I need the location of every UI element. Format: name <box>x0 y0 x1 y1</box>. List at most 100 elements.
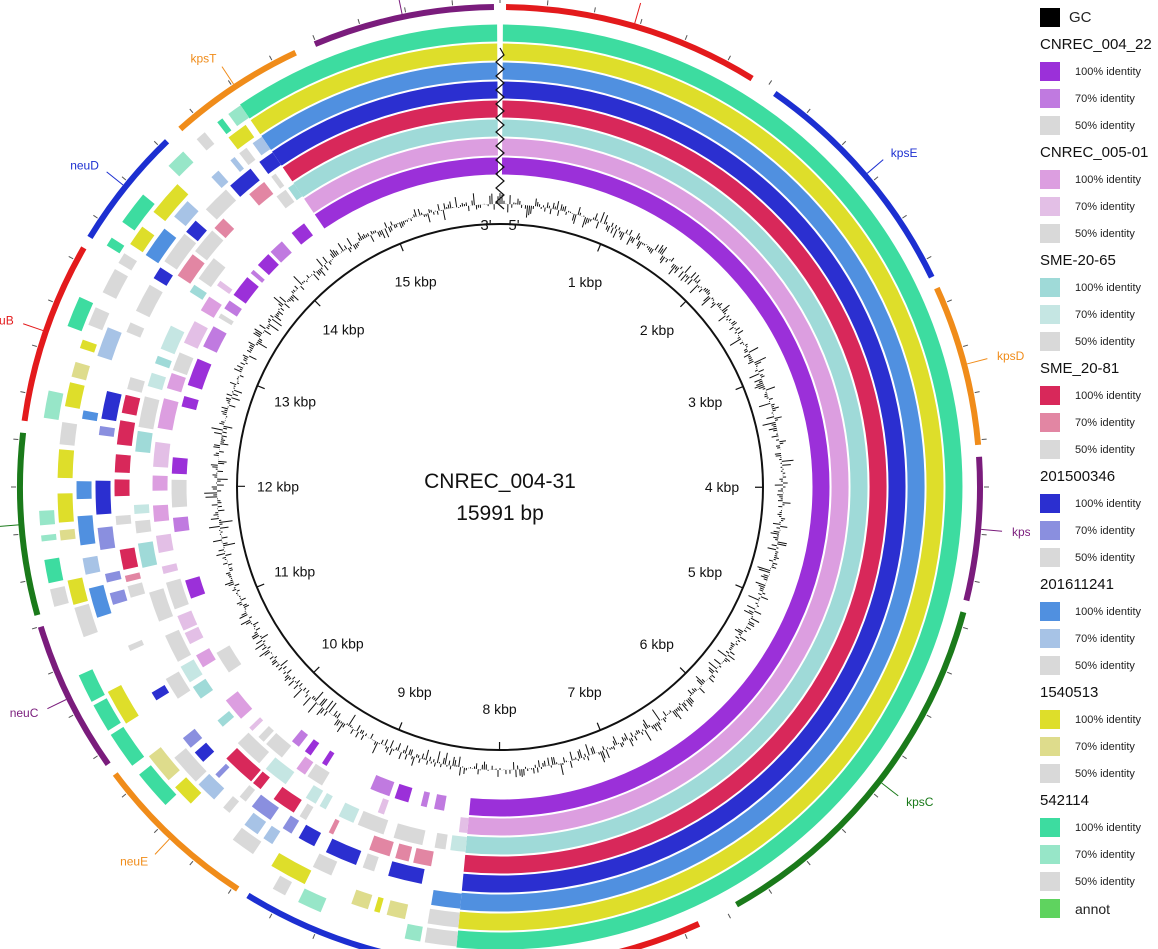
gene-label-kpst: kpsT <box>190 51 217 65</box>
legend-identity-label: 70% identity <box>1075 848 1135 861</box>
outer-tick <box>68 714 74 718</box>
identity-ring-5 <box>461 81 906 893</box>
identity-block <box>116 420 136 447</box>
identity-block <box>272 875 293 896</box>
gene-label-kpsd: kpsD <box>997 349 1025 363</box>
identity-block <box>137 541 158 568</box>
identity-block <box>224 300 242 317</box>
identity-block <box>215 763 230 779</box>
gene-label-neue: neuE <box>120 855 148 869</box>
legend-group-title: CNREC_004_22 <box>1040 36 1152 53</box>
identity-block <box>291 223 314 245</box>
outer-tick <box>902 755 907 760</box>
identity-block <box>82 555 101 575</box>
identity-block <box>157 398 179 431</box>
identity-block <box>258 726 274 742</box>
identity-block <box>44 557 64 584</box>
axis-tick <box>399 243 404 252</box>
outer-tick <box>727 913 731 919</box>
identity-block <box>288 183 303 201</box>
identity-block <box>253 771 270 790</box>
legend-annot-label: annot <box>1075 900 1111 917</box>
legend-row: 70% identity <box>1040 409 1158 436</box>
identity-block <box>119 547 139 570</box>
identity-ring-5-top <box>272 81 498 166</box>
identity-block <box>259 152 282 174</box>
identity-block <box>174 748 207 782</box>
legend-identity-label: 100% identity <box>1075 605 1142 618</box>
outer-tick <box>269 913 273 919</box>
axis-label: 8 kbp <box>482 701 516 717</box>
gene-leader-line <box>881 782 899 797</box>
identity-ring-7-top <box>250 43 498 135</box>
identity-block <box>88 584 112 618</box>
legend-swatch <box>1040 548 1060 567</box>
outer-tick <box>841 828 847 834</box>
gene-arc-neud <box>87 139 170 240</box>
identity-block <box>165 671 191 699</box>
outer-tick <box>227 889 232 894</box>
identity-block <box>153 267 173 286</box>
identity-block <box>151 684 170 701</box>
identity-block <box>122 194 155 231</box>
identity-block <box>271 173 285 189</box>
identity-block <box>263 825 281 845</box>
gene-annotation-ring <box>17 4 983 949</box>
legend-row: 50% identity <box>1040 868 1158 895</box>
identity-block <box>424 927 459 947</box>
identity-block <box>404 923 423 942</box>
origin-zigzag <box>495 47 505 210</box>
identity-block <box>194 742 215 762</box>
legend-swatch <box>1040 170 1060 189</box>
outer-tick <box>93 214 98 219</box>
legend-group-title: 201500346 <box>1040 468 1116 485</box>
legend-identity-label: 100% identity <box>1075 497 1142 510</box>
identity-block <box>325 838 362 865</box>
gene-arc-neub <box>21 246 87 422</box>
identity-ring-7 <box>458 43 944 931</box>
identity-block <box>172 352 194 376</box>
identity-block <box>101 390 122 422</box>
legend-identity-label: 70% identity <box>1075 524 1135 537</box>
identity-block <box>217 280 233 295</box>
identity-block <box>153 441 171 468</box>
outer-tick <box>269 55 273 61</box>
identity-block <box>114 454 131 474</box>
axis-label: 14 kbp <box>322 322 364 338</box>
identity-block <box>118 253 138 271</box>
identity-block <box>228 124 255 150</box>
identity-block <box>205 189 237 220</box>
legend-identity-label: 70% identity <box>1075 740 1135 753</box>
identity-block <box>196 648 216 668</box>
identity-block <box>71 361 90 381</box>
outer-tick <box>189 860 194 866</box>
outer-tick <box>963 344 969 347</box>
identity-block <box>218 313 234 326</box>
legend-gc-label: GC <box>1069 9 1092 26</box>
identity-block <box>257 254 279 276</box>
identity-block <box>244 812 267 835</box>
legend-identity-label: 50% identity <box>1075 443 1135 456</box>
legend-identity-label: 100% identity <box>1075 389 1142 402</box>
identity-block <box>124 572 141 583</box>
identity-block <box>249 717 264 731</box>
gene-arc-kpse <box>773 90 935 279</box>
identity-block <box>450 835 467 852</box>
identity-ring-1 <box>469 157 830 817</box>
legend-row: 50% identity <box>1040 220 1158 247</box>
identity-block <box>183 321 208 349</box>
identity-block <box>413 847 434 867</box>
gene-leader-line <box>47 699 67 710</box>
outer-tick <box>20 391 26 394</box>
identity-block <box>458 817 469 833</box>
identity-block <box>115 514 132 526</box>
axis-label: 3 kbp <box>688 394 722 410</box>
axis-label: 4 kbp <box>705 479 739 495</box>
identity-block <box>133 504 150 515</box>
gene-label-kpsc: kpsC <box>906 795 934 809</box>
legend-swatch <box>1040 656 1060 675</box>
identity-block <box>251 794 279 821</box>
identity-block <box>228 105 250 127</box>
identity-block <box>127 377 145 393</box>
outer-tick <box>227 80 232 85</box>
